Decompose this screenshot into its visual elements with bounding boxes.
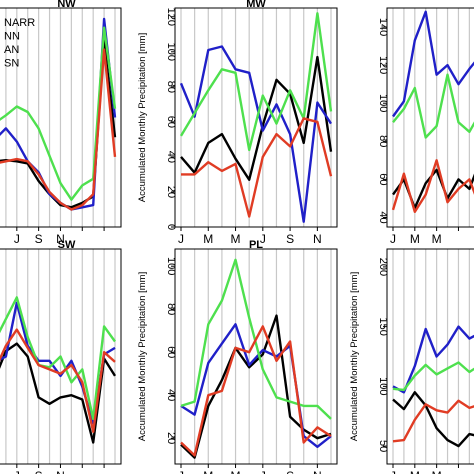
- panel-frame: [0, 248, 122, 465]
- series-line-an: [392, 73, 474, 139]
- y-tick-label: 100: [165, 43, 177, 61]
- panel-frame: [174, 248, 338, 465]
- panel-frame: [0, 7, 122, 228]
- y-tick-label: 80: [165, 81, 177, 93]
- x-tick-label: J: [178, 469, 184, 474]
- x-tick-label: J: [390, 232, 396, 246]
- y-tick-label: 200: [377, 258, 389, 276]
- x-tick-label: S: [286, 469, 294, 474]
- series-line-an: [179, 12, 333, 152]
- x-tick-label: M: [432, 232, 442, 246]
- x-tick-label: N: [56, 469, 65, 474]
- series-line-an: [0, 26, 117, 201]
- series-line-narr: [180, 314, 332, 459]
- y-tick-label: 120: [165, 8, 177, 26]
- y-tick-label: 0: [165, 224, 177, 230]
- x-tick-label: M: [410, 232, 420, 246]
- y-tick-label: 60: [377, 173, 389, 185]
- y-axis-label: Accumulated Monthly Precipitation [mm]: [137, 33, 148, 202]
- y-tick-label: 60: [165, 116, 177, 128]
- series-line-narr: [392, 391, 474, 448]
- series-line-narr: [0, 342, 117, 444]
- x-tick-label: M: [203, 469, 213, 474]
- series-line-nn: [392, 325, 474, 394]
- y-tick-label: 80: [165, 303, 177, 315]
- x-tick-label: S: [35, 469, 43, 474]
- x-tick-label: J: [14, 232, 20, 246]
- x-tick-label: N: [313, 469, 322, 474]
- panel-title: MW: [246, 0, 266, 10]
- y-tick-label: 40: [377, 211, 389, 223]
- y-tick-label: 40: [165, 151, 177, 163]
- y-tick-label: 150: [377, 317, 389, 335]
- panel-2: J M M J S N 0 20 40 60 80 100 120 Accumulated Monthly…: [137, 0, 338, 246]
- x-tick-label: N: [313, 232, 322, 246]
- y-tick-label: 140: [377, 18, 389, 36]
- x-tick-label: M: [432, 469, 442, 474]
- legend-entry-sn: SN: [4, 58, 19, 70]
- y-tick-label: 100: [377, 377, 389, 395]
- y-tick-label: 20: [165, 186, 177, 198]
- panel-6: J M M 50 100 150 200 Accumulated Monthly Precip…: [349, 248, 474, 474]
- x-tick-label: S: [286, 232, 294, 246]
- panel-5: J M M J S N 20 40 60 80 100 Accumulated Monthly Pre…: [137, 239, 338, 474]
- y-tick-label: 40: [165, 389, 177, 401]
- y-tick-label: 120: [377, 56, 389, 74]
- x-tick-label: N: [56, 232, 65, 246]
- y-axis-label: Accumulated Monthly Precipitation [mm]: [349, 272, 360, 441]
- series-line-sn: [392, 399, 474, 443]
- panel-frame: [386, 7, 474, 228]
- x-tick-label: J: [260, 469, 266, 474]
- series-line-an: [0, 296, 116, 421]
- x-tick-label: S: [35, 232, 43, 246]
- y-tick-label: 100: [377, 94, 389, 112]
- x-tick-label: J: [178, 232, 184, 246]
- series-line-nn: [179, 45, 333, 223]
- y-tick-label: 80: [377, 135, 389, 147]
- y-tick-label: 50: [377, 440, 389, 452]
- x-tick-label: J: [14, 469, 20, 474]
- panel-4: J S N SW: [0, 239, 122, 474]
- series-line-nn: [180, 323, 332, 448]
- series-line-an: [392, 361, 474, 392]
- series-line-sn: [391, 159, 474, 214]
- y-tick-label: 60: [165, 346, 177, 358]
- legend-entry-an: AN: [4, 44, 19, 56]
- y-axis-label: Accumulated Monthly Precipitation [mm]: [137, 272, 148, 441]
- legend-entry-narr: NARR: [4, 17, 35, 29]
- panel-title: SW: [58, 239, 76, 251]
- series-line-sn: [0, 328, 116, 433]
- series-line-an: [180, 258, 332, 420]
- x-tick-label: M: [410, 469, 420, 474]
- y-tick-label: 100: [165, 257, 177, 275]
- series-line-sn: [0, 48, 117, 211]
- x-tick-label: J: [390, 469, 396, 474]
- panel-title: NW: [57, 0, 76, 10]
- x-tick-label: J: [260, 232, 266, 246]
- legend-entry-nn: NN: [4, 31, 20, 43]
- series-line-sn: [181, 117, 333, 218]
- series-line-sn: [180, 325, 332, 457]
- y-tick-label: 20: [165, 432, 177, 444]
- x-tick-label: M: [231, 469, 241, 474]
- x-tick-label: M: [203, 232, 213, 246]
- panel-frame: [386, 248, 474, 465]
- series-line-nn: [392, 10, 474, 118]
- series-line-narr: [180, 55, 333, 181]
- panel-title: PL: [249, 239, 263, 251]
- panel-frame: [174, 7, 338, 228]
- x-tick-label: M: [231, 232, 241, 246]
